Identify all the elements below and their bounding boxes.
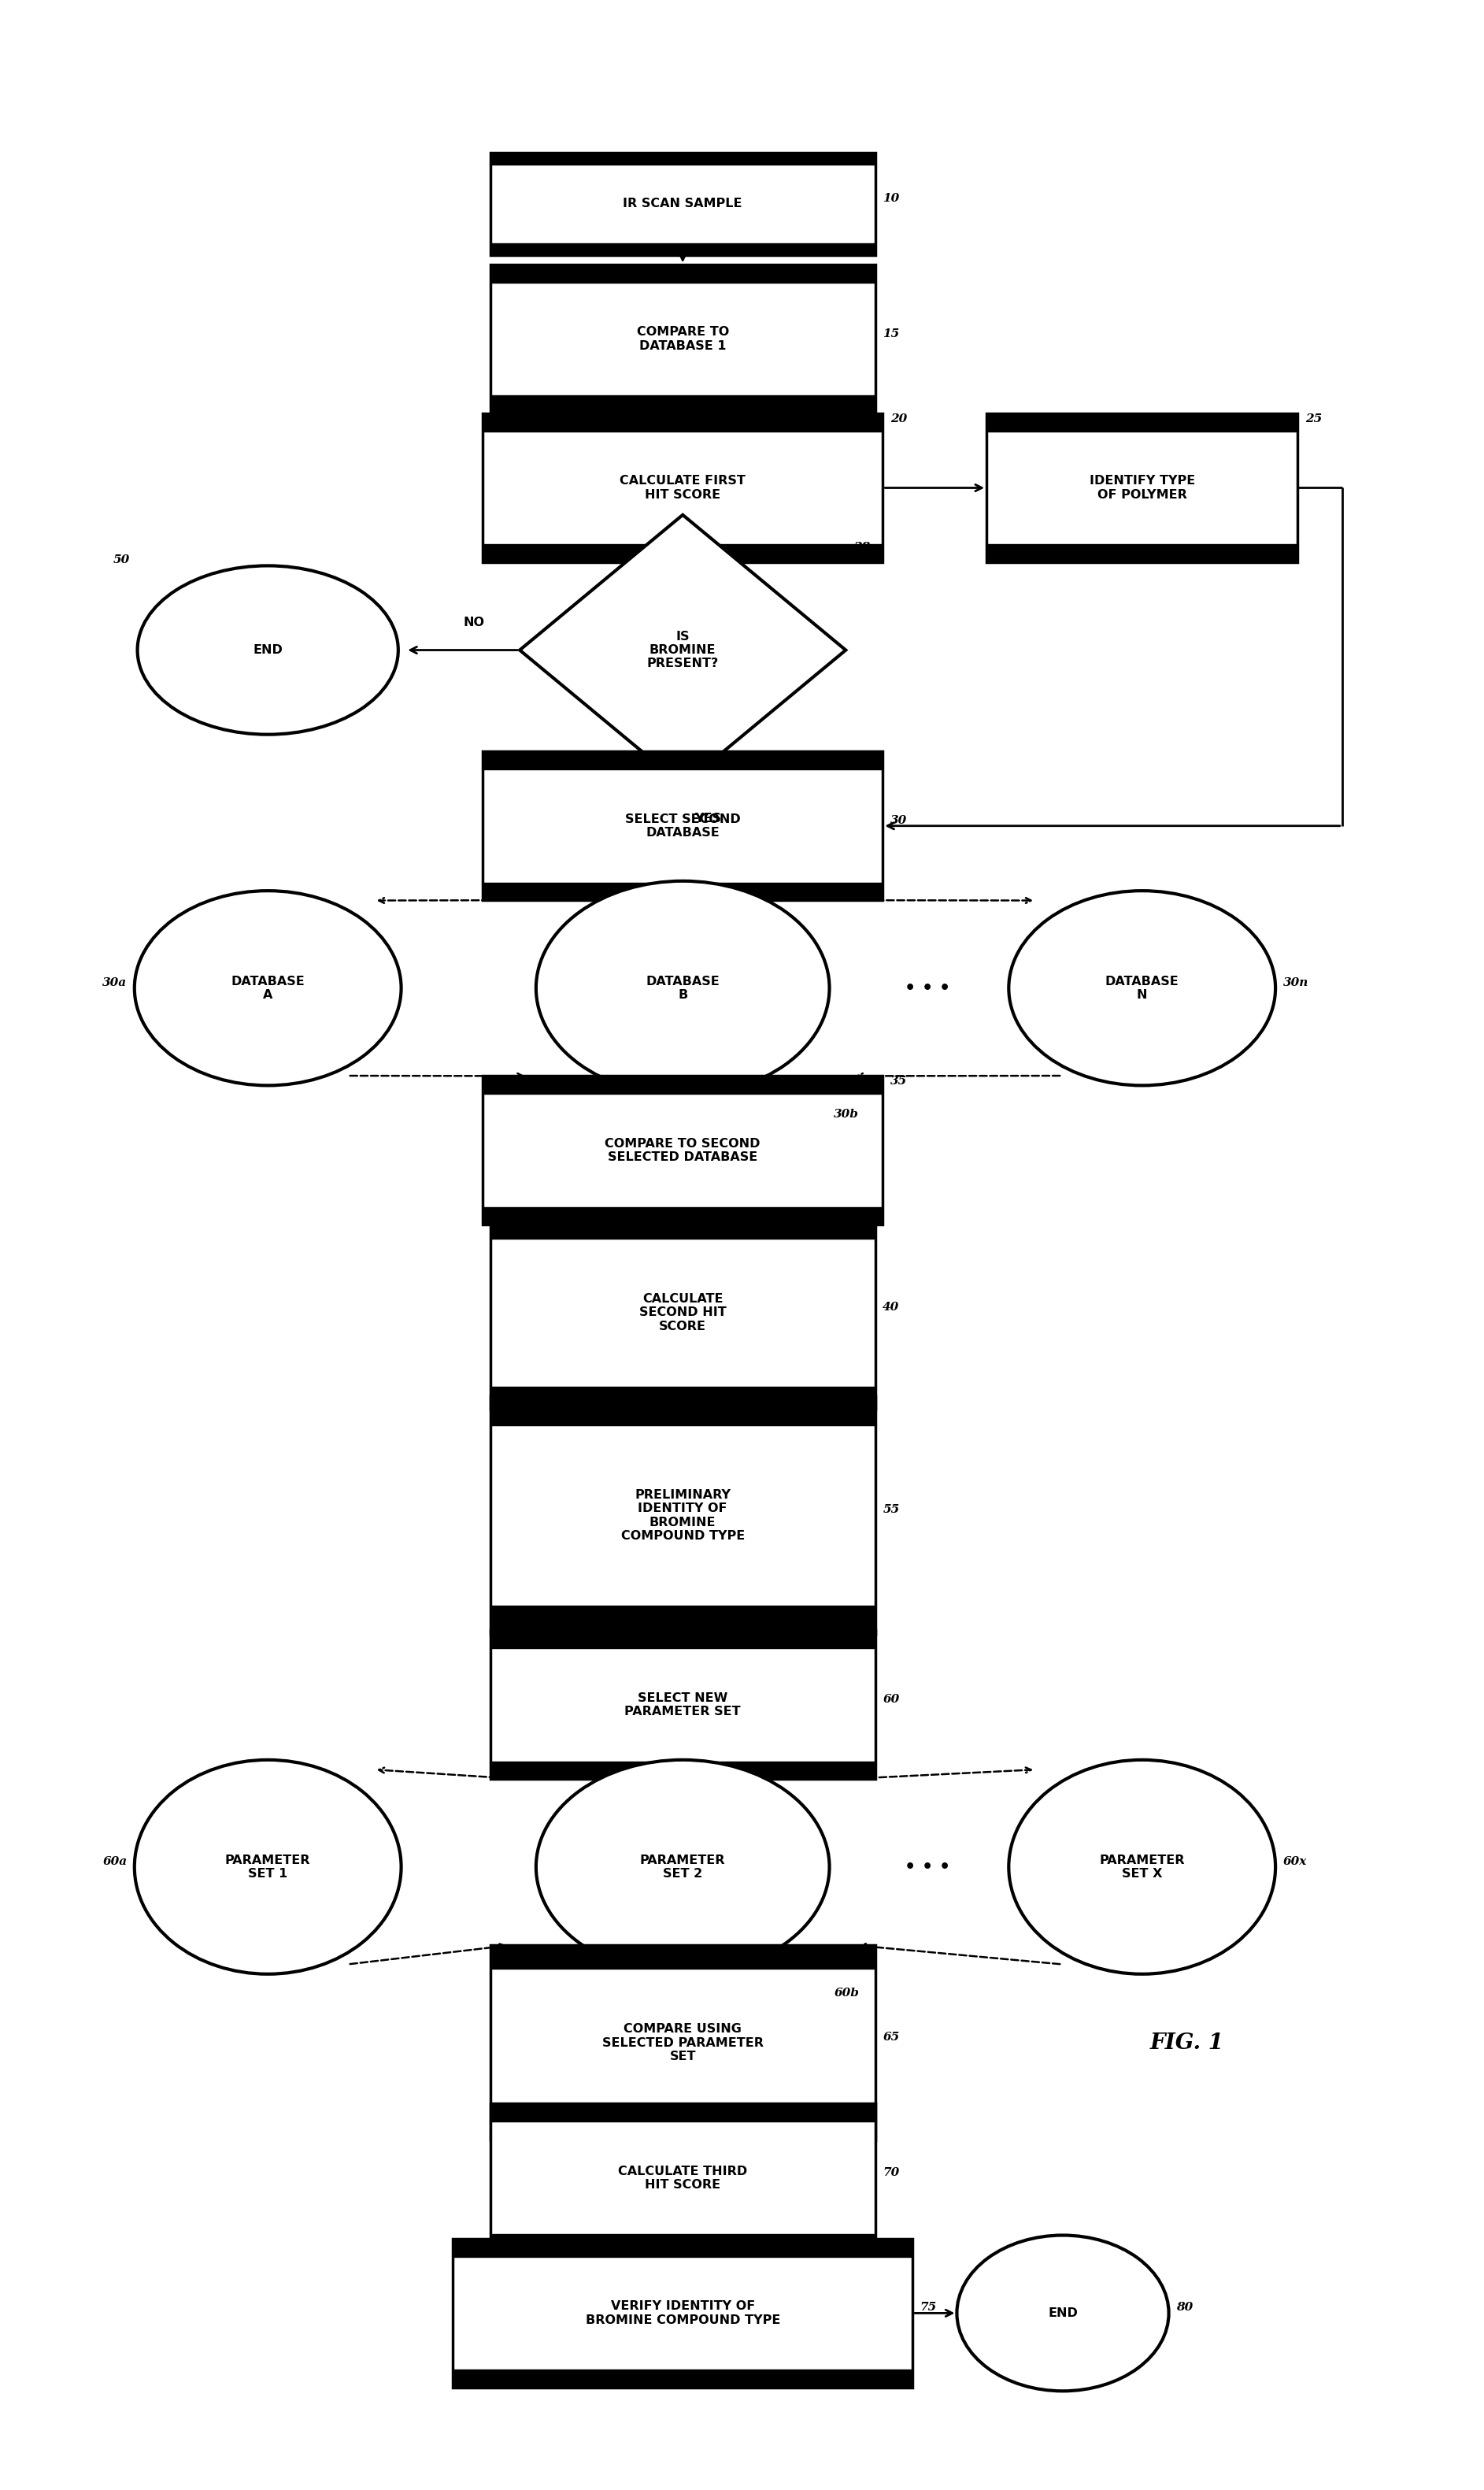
Text: IR SCAN SAMPLE: IR SCAN SAMPLE [623,199,742,209]
FancyBboxPatch shape [490,1945,876,2139]
FancyBboxPatch shape [482,1076,883,1225]
Polygon shape [519,515,846,784]
Text: IDENTIFY TYPE
OF POLYMER: IDENTIFY TYPE OF POLYMER [1089,476,1195,500]
FancyBboxPatch shape [482,752,883,901]
Text: 20: 20 [890,413,907,423]
Text: COMPARE TO
DATABASE 1: COMPARE TO DATABASE 1 [637,326,729,351]
Ellipse shape [1009,891,1275,1086]
Ellipse shape [135,891,401,1086]
Text: 30: 30 [890,814,907,827]
Text: 70: 70 [883,2166,899,2179]
Text: 28: 28 [853,543,870,553]
Text: • • •: • • • [904,981,950,996]
FancyBboxPatch shape [490,264,876,413]
Text: PARAMETER
SET 2: PARAMETER SET 2 [640,1855,726,1880]
Text: DATABASE
B: DATABASE B [646,976,720,1001]
Ellipse shape [957,2236,1169,2390]
Text: DATABASE
A: DATABASE A [232,976,304,1001]
Text: FIG. 1: FIG. 1 [1150,2032,1223,2054]
FancyBboxPatch shape [453,2239,913,2388]
Text: NO: NO [463,618,484,627]
Text: VERIFY IDENTITY OF
BROMINE COMPOUND TYPE: VERIFY IDENTITY OF BROMINE COMPOUND TYPE [585,2301,781,2326]
FancyBboxPatch shape [490,2104,876,2253]
FancyBboxPatch shape [490,1215,876,1409]
Text: • • •: • • • [904,1860,950,1875]
Text: COMPARE TO SECOND
SELECTED DATABASE: COMPARE TO SECOND SELECTED DATABASE [605,1138,760,1163]
Text: 65: 65 [883,2032,899,2042]
Text: YES: YES [695,812,721,824]
Text: 30n: 30n [1282,976,1309,989]
Ellipse shape [138,565,398,735]
Text: CALCULATE THIRD
HIT SCORE: CALCULATE THIRD HIT SCORE [617,2166,748,2191]
Text: 40: 40 [883,1302,899,1312]
Ellipse shape [536,1760,830,1975]
Text: SELECT SECOND
DATABASE: SELECT SECOND DATABASE [625,814,741,839]
FancyBboxPatch shape [490,1631,876,1778]
Text: 15: 15 [883,329,899,339]
Text: CALCULATE FIRST
HIT SCORE: CALCULATE FIRST HIT SCORE [620,476,745,500]
Text: SELECT NEW
PARAMETER SET: SELECT NEW PARAMETER SET [625,1691,741,1718]
Text: 10: 10 [883,192,899,204]
FancyBboxPatch shape [987,413,1297,563]
Text: PRELIMINARY
IDENTITY OF
BROMINE
COMPOUND TYPE: PRELIMINARY IDENTITY OF BROMINE COMPOUND… [620,1489,745,1541]
Text: 75: 75 [920,2303,936,2313]
Text: 25: 25 [1304,413,1322,423]
Text: PARAMETER
SET X: PARAMETER SET X [1100,1855,1184,1880]
Text: 60x: 60x [1282,1855,1307,1868]
Text: 30a: 30a [102,976,128,989]
Text: 80: 80 [1177,2303,1193,2313]
Ellipse shape [536,881,830,1096]
Text: 50: 50 [113,555,131,565]
Text: COMPARE USING
SELECTED PARAMETER
SET: COMPARE USING SELECTED PARAMETER SET [603,2022,763,2062]
Text: 55: 55 [883,1504,899,1516]
Text: CALCULATE
SECOND HIT
SCORE: CALCULATE SECOND HIT SCORE [640,1292,726,1332]
Ellipse shape [1009,1760,1275,1975]
FancyBboxPatch shape [490,1397,876,1633]
FancyBboxPatch shape [490,152,876,256]
Text: IS
BROMINE
PRESENT?: IS BROMINE PRESENT? [647,630,718,670]
Text: 35: 35 [890,1076,907,1088]
Text: 30b: 30b [834,1108,859,1120]
Text: END: END [252,645,283,655]
Text: DATABASE
N: DATABASE N [1106,976,1178,1001]
Text: 60b: 60b [834,1987,859,1999]
Text: 60: 60 [883,1693,899,1706]
Text: 60a: 60a [102,1855,128,1868]
FancyBboxPatch shape [482,413,883,563]
Text: PARAMETER
SET 1: PARAMETER SET 1 [226,1855,310,1880]
Text: END: END [1048,2308,1077,2318]
Ellipse shape [135,1760,401,1975]
